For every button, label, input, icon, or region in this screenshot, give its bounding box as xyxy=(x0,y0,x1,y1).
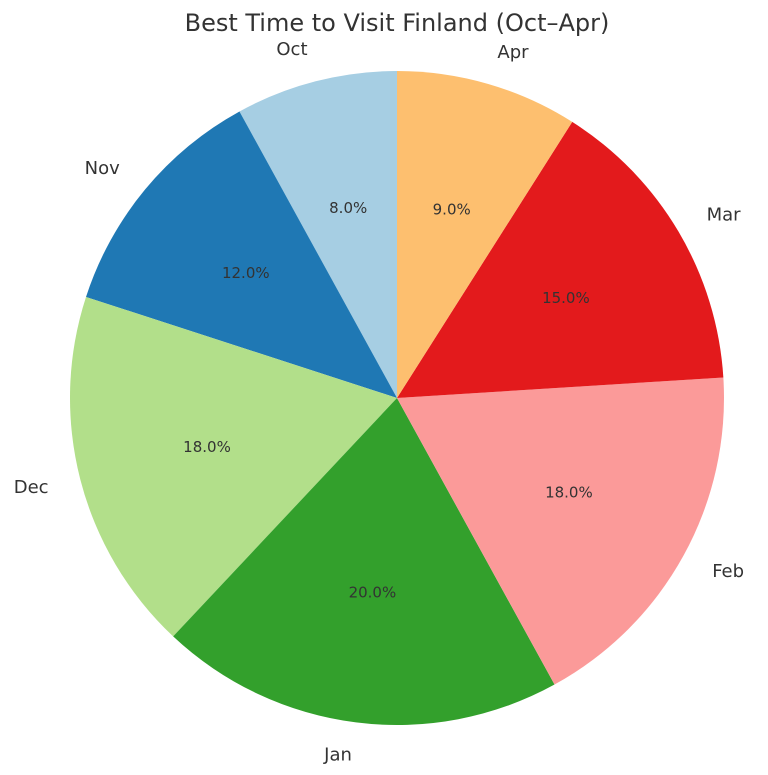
category-label-feb: Feb xyxy=(712,561,744,582)
pie-slice-oct xyxy=(239,71,397,398)
pie-slice-jan xyxy=(173,398,555,725)
percent-label-mar: 15.0% xyxy=(542,289,590,307)
category-label-mar: Mar xyxy=(707,204,742,225)
percent-label-jan: 20.0% xyxy=(349,584,397,602)
pie-slice-dec xyxy=(69,296,398,637)
percent-label-nov: 12.0% xyxy=(222,264,270,282)
percent-labels: 8.0% 12.0% 18.0% 20.0% 18.0% 15.0% 9.0% xyxy=(183,199,593,602)
chart-title: Best Time to Visit Finland (Oct–Apr) xyxy=(185,9,610,37)
percent-label-oct: 8.0% xyxy=(329,199,367,217)
category-labels: Oct Nov Dec Jan Feb Mar Apr xyxy=(14,39,744,765)
category-label-oct: Oct xyxy=(276,39,307,60)
category-label-dec: Dec xyxy=(14,477,49,498)
pie-slice-apr xyxy=(397,71,573,398)
pie-slice-nov xyxy=(86,111,397,398)
pie-slice-feb xyxy=(397,377,724,685)
percent-label-feb: 18.0% xyxy=(545,484,593,502)
pie-slices xyxy=(69,71,724,725)
pie-slice-mar xyxy=(397,121,724,399)
category-label-apr: Apr xyxy=(497,42,529,63)
percent-label-apr: 9.0% xyxy=(433,201,471,219)
percent-label-dec: 18.0% xyxy=(183,438,231,456)
category-label-nov: Nov xyxy=(85,158,120,179)
category-label-jan: Jan xyxy=(323,744,352,765)
